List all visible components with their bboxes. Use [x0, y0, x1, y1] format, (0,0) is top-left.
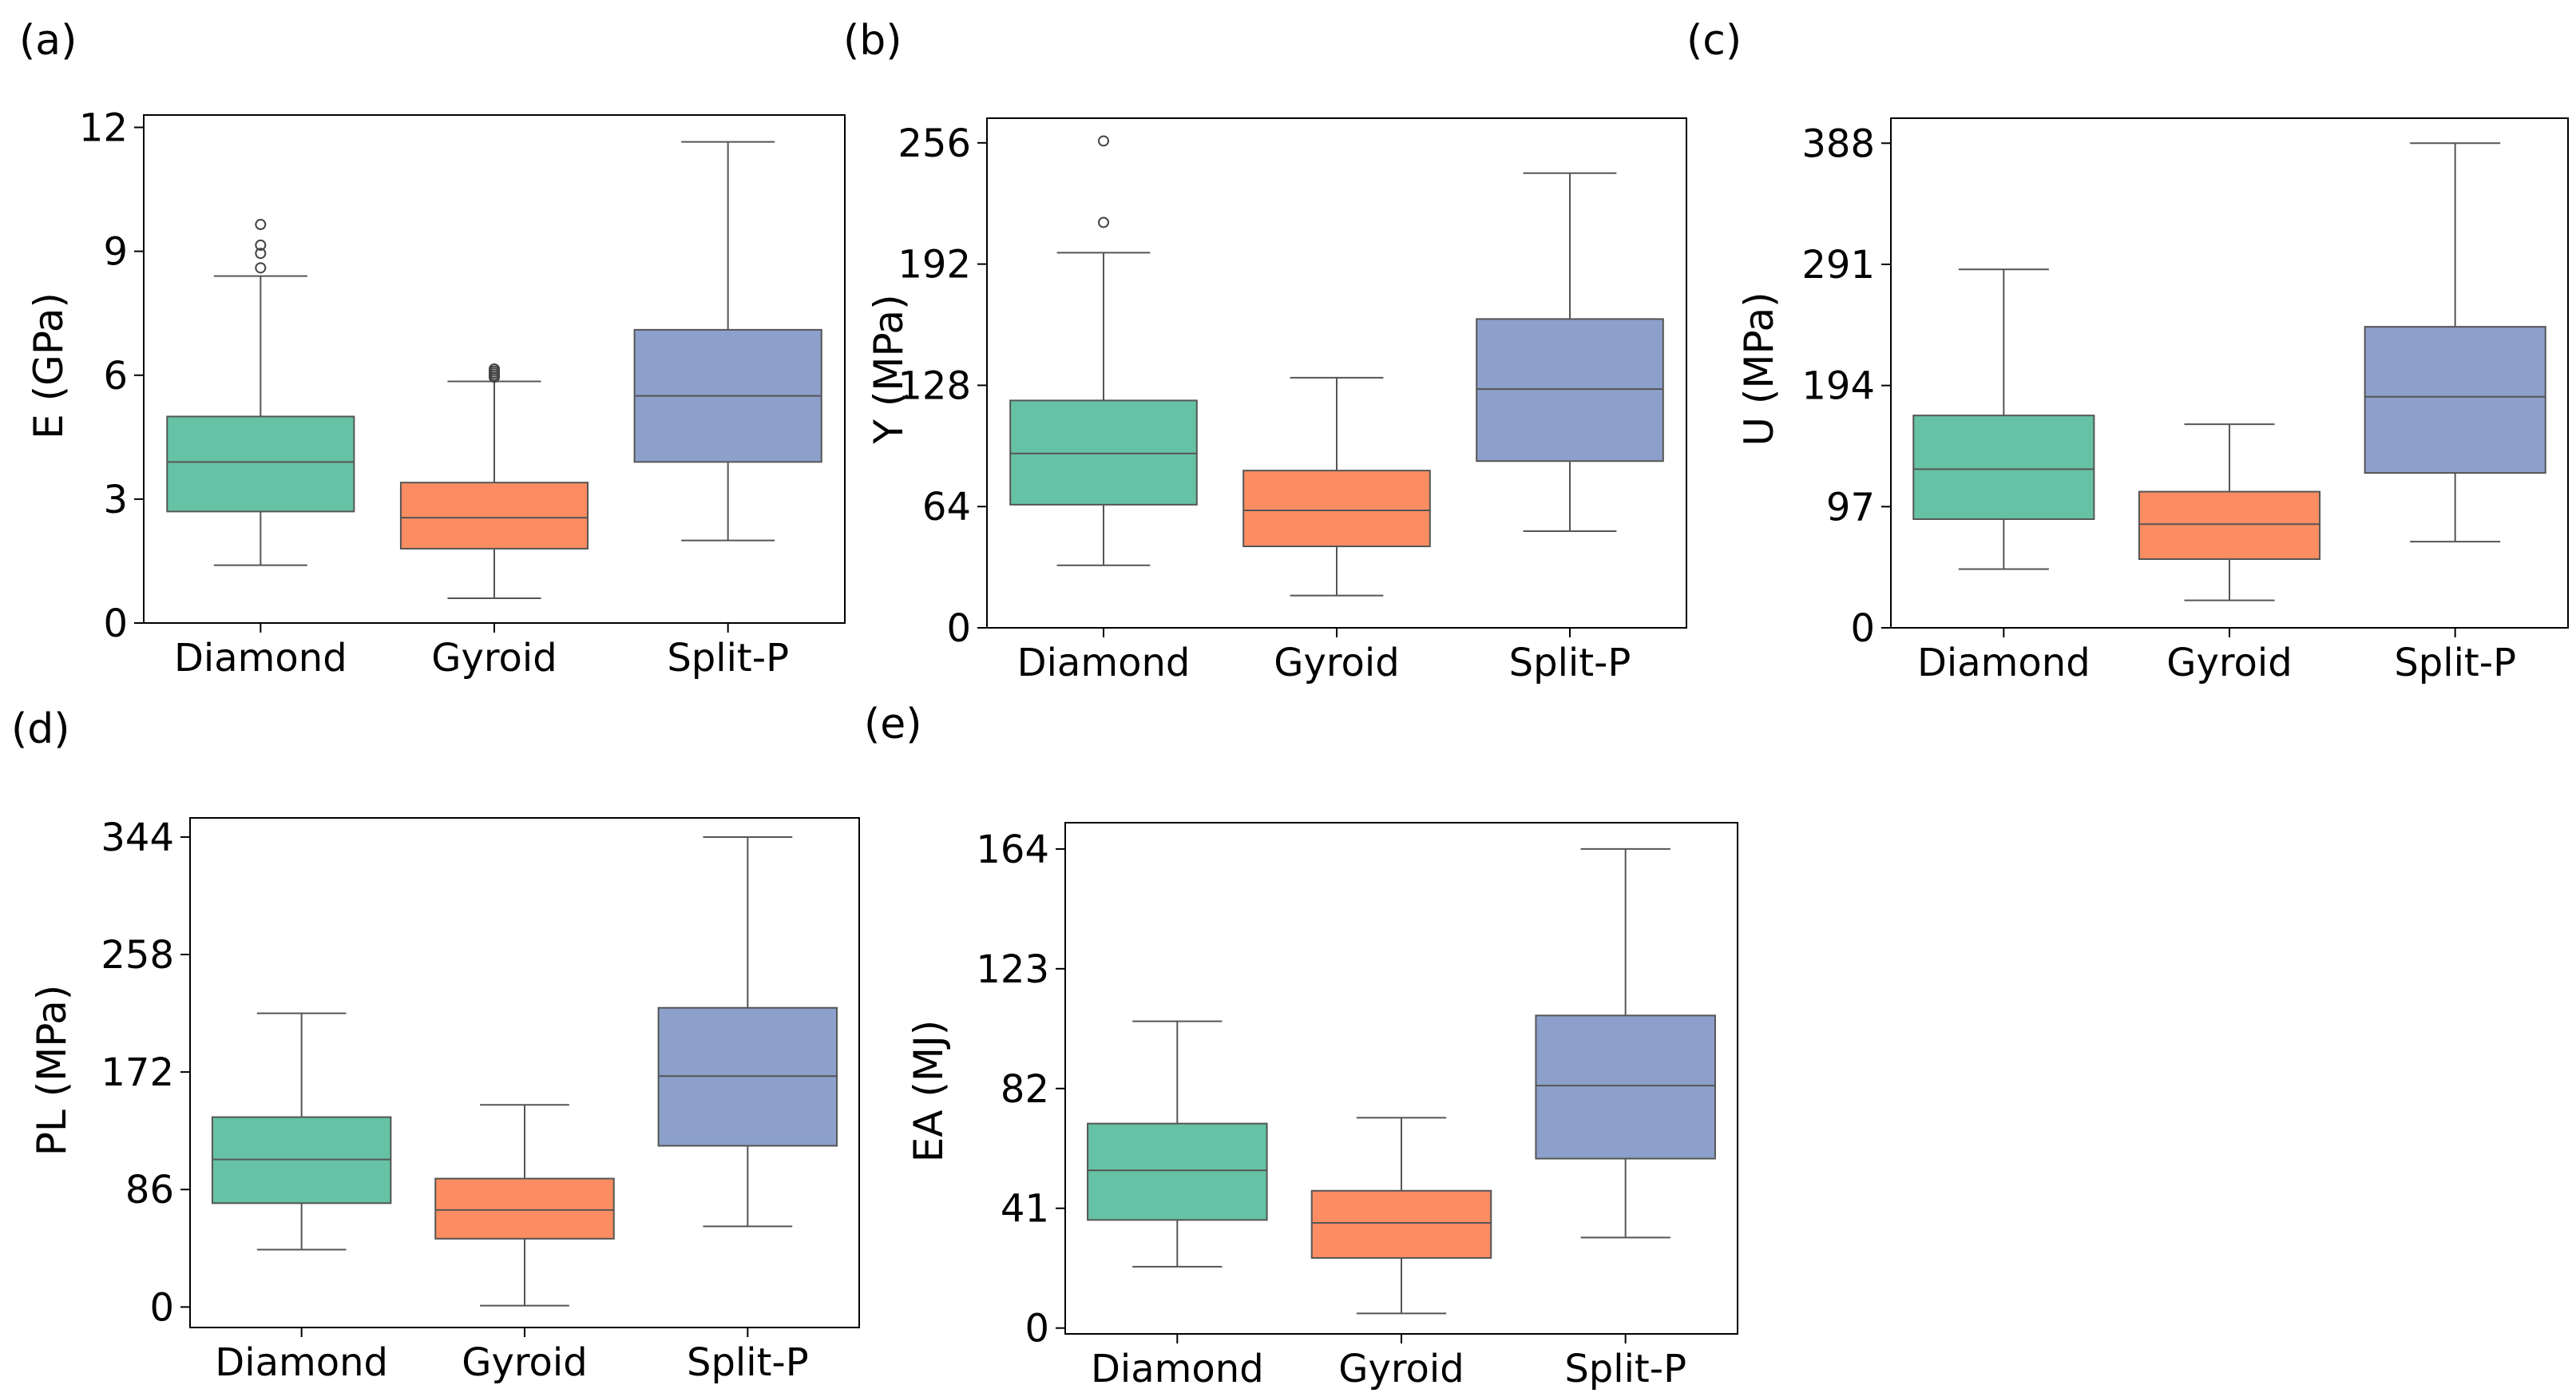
iqr-box	[1476, 318, 1664, 462]
box-split-p	[1535, 847, 1716, 1239]
y-axis-label: Y (MPa)	[866, 294, 912, 444]
panel-label: (c)	[1686, 17, 1742, 65]
iqr-box	[2364, 326, 2546, 474]
box-split-p	[2364, 142, 2546, 543]
box-gyroid	[2138, 423, 2321, 601]
y-tick-label: 64	[922, 485, 971, 530]
y-tick-label: 258	[101, 933, 174, 978]
x-tick-label: Diamond	[215, 1340, 388, 1385]
y-axis-label: EA (MJ)	[906, 1020, 952, 1163]
x-tick-label: Gyroid	[2166, 641, 2292, 685]
x-tick-label: Diamond	[1017, 641, 1191, 685]
outlier-point	[255, 239, 267, 251]
y-tick-label: 12	[79, 106, 128, 151]
y-tick-label: 172	[101, 1050, 174, 1095]
iqr-box	[1535, 1014, 1716, 1160]
y-tick-label: 388	[1801, 121, 1875, 166]
box-gyroid	[399, 363, 589, 599]
box-split-p	[657, 835, 838, 1228]
axes-4: 0 86 172 258 344 Diamond Gyroid Split-P	[101, 816, 860, 1385]
iqr-box	[1912, 415, 2095, 520]
y-tick-label: 86	[125, 1168, 174, 1212]
x-tick-label: Split-P	[2394, 641, 2516, 685]
panel-d: (d) PL (MPa)	[11, 705, 75, 1156]
outlier-point	[255, 219, 267, 231]
y-tick-label: 123	[976, 947, 1049, 992]
x-tick-label: Diamond	[1091, 1347, 1264, 1391]
y-tick-label: 256	[898, 121, 971, 166]
y-tick-label: 41	[1001, 1187, 1049, 1232]
y-tick-label: 9	[103, 230, 128, 275]
x-tick-label: Gyroid	[1274, 641, 1399, 685]
y-axis-label: U (MPa)	[1736, 292, 1782, 446]
axes-5: 0 41 82 123 164 Diamond Gyroid Split-P	[976, 822, 1738, 1391]
y-tick-label: 0	[946, 606, 971, 651]
box-gyroid	[434, 1104, 615, 1307]
iqr-box	[1009, 399, 1198, 506]
y-tick-label: 0	[1850, 606, 1875, 651]
axes-1: 0 3 6 9 12 Diamond Gyroid Split-P	[79, 106, 846, 681]
y-tick-label: 344	[101, 816, 174, 860]
x-tick-label: Split-P	[1564, 1347, 1686, 1391]
box-diamond	[1912, 268, 2095, 570]
y-tick-label: 0	[149, 1285, 174, 1330]
x-tick-label: Gyroid	[431, 636, 557, 681]
outlier-point	[1098, 216, 1109, 228]
y-tick-label: 3	[103, 478, 128, 522]
x-tick-label: Split-P	[687, 1340, 809, 1385]
y-tick-label: 6	[103, 354, 128, 399]
y-axis-label: E (GPa)	[26, 292, 72, 439]
axes-3: 0 97 194 291 388 Diamond Gyroid Split-P	[1801, 117, 2569, 685]
panel-label: (d)	[11, 705, 70, 753]
y-tick-label: 97	[1826, 485, 1875, 530]
y-tick-label: 164	[976, 827, 1049, 872]
outlier-point	[1098, 135, 1109, 147]
iqr-box	[434, 1177, 615, 1240]
box-diamond	[211, 1012, 392, 1251]
box-gyroid	[1310, 1117, 1492, 1315]
x-tick-label: Diamond	[174, 636, 347, 681]
y-tick-label: 0	[103, 601, 128, 646]
box-gyroid	[1242, 376, 1431, 597]
iqr-box	[1087, 1122, 1268, 1221]
outlier-point	[255, 248, 267, 260]
box-split-p	[633, 141, 822, 542]
y-tick-label: 128	[898, 363, 971, 408]
axes-2: 0 64 128 192 256 Diamond Gyroid Split-P	[898, 117, 1687, 685]
y-tick-label: 0	[1024, 1307, 1049, 1351]
x-tick-label: Split-P	[667, 636, 789, 681]
iqr-box	[166, 415, 355, 513]
panel-b: (b) Y (MPa)	[843, 17, 912, 445]
panel-a: (a) E (GPa)	[19, 17, 77, 439]
outlier-point	[489, 363, 500, 375]
y-tick-label: 82	[1001, 1067, 1049, 1112]
iqr-box	[2138, 490, 2321, 560]
outlier-point	[255, 262, 267, 274]
iqr-box	[1310, 1189, 1492, 1259]
y-tick-label: 192	[898, 243, 971, 288]
box-diamond	[166, 219, 355, 566]
box-diamond	[1087, 1020, 1268, 1268]
panel-label: (b)	[843, 17, 902, 65]
panel-label: (e)	[864, 700, 922, 748]
plot-areas: 0 3 6 9 12 Diamond Gyroid Split-P 0 64 128 192 256 Di…	[79, 106, 2569, 1391]
panel-label: (a)	[19, 17, 77, 65]
iqr-box	[399, 482, 589, 550]
panel-c: (c) U (MPa)	[1686, 17, 1782, 446]
box-diamond	[1009, 135, 1198, 566]
x-tick-label: Split-P	[1509, 641, 1631, 685]
panel-e: (e) EA (MJ)	[864, 700, 952, 1162]
x-tick-label: Gyroid	[1338, 1347, 1464, 1391]
x-tick-label: Diamond	[1917, 641, 2091, 685]
y-tick-label: 194	[1801, 364, 1875, 409]
box-split-p	[1476, 172, 1664, 533]
iqr-box	[1242, 470, 1431, 548]
y-tick-label: 291	[1801, 243, 1875, 288]
x-tick-label: Gyroid	[462, 1340, 587, 1385]
y-axis-label: PL (MPa)	[29, 985, 75, 1157]
